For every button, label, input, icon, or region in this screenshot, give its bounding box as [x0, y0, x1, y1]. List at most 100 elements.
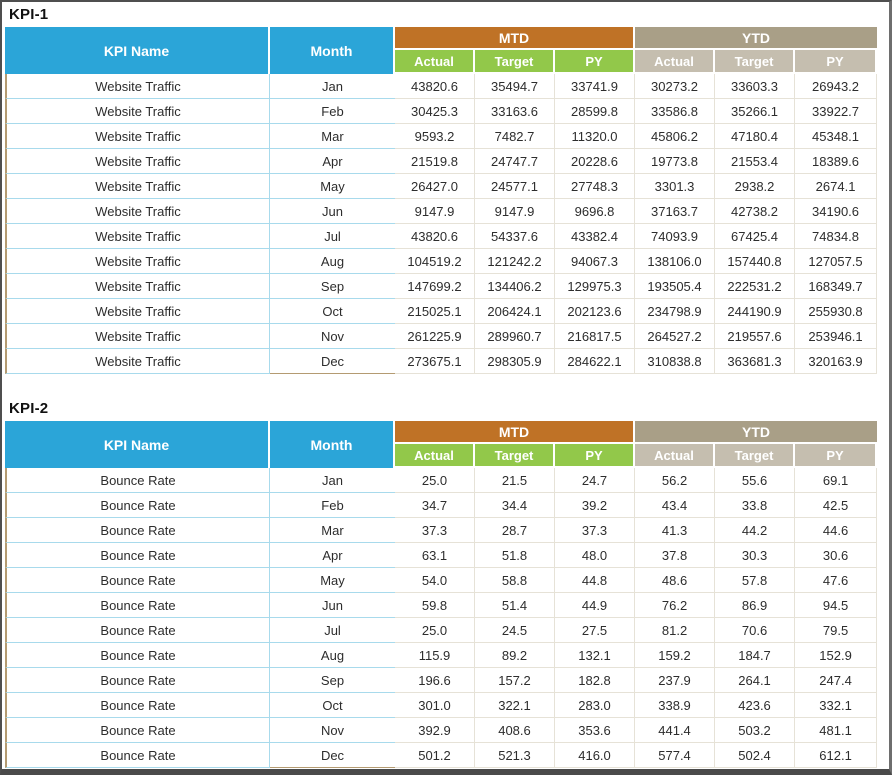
value-cell: 37.3 [555, 518, 636, 543]
value-cell: 43820.6 [395, 224, 475, 249]
kpi-name-cell: Website Traffic [5, 74, 270, 99]
value-cell: 104519.2 [395, 249, 475, 274]
table-row: Website Traffic Jan 43820.6 35494.7 33741.9 3… [5, 74, 878, 99]
value-cell: 34190.6 [795, 199, 878, 224]
table-row: Website Traffic Feb 30425.3 33163.6 28599.8 3… [5, 99, 878, 124]
kpi-name-cell: Website Traffic [5, 174, 270, 199]
month-cell: Jul [270, 224, 395, 249]
table-row: Website Traffic Mar 9593.2 7482.7 11320.0 458… [5, 124, 878, 149]
mtd-group-header: MTD [395, 421, 636, 444]
value-cell: 44.8 [555, 568, 636, 593]
ytd-group-header: YTD [635, 421, 878, 444]
value-cell: 67425.4 [715, 224, 796, 249]
value-cell: 56.2 [635, 468, 716, 493]
value-cell: 132.1 [555, 643, 636, 668]
month-cell: Aug [270, 643, 395, 668]
mtd-py-header: PY [555, 444, 636, 468]
ytd-target-header: Target [715, 50, 796, 74]
value-cell: 332.1 [795, 693, 878, 718]
mtd-target-header: Target [475, 444, 555, 468]
value-cell: 127057.5 [795, 249, 878, 274]
value-cell: 44.9 [555, 593, 636, 618]
value-cell: 45806.2 [635, 124, 716, 149]
kpi-name-cell: Bounce Rate [5, 743, 270, 768]
table-row: Website Traffic Apr 21519.8 24747.7 20228.6 1… [5, 149, 878, 174]
value-cell: 24577.1 [475, 174, 555, 199]
value-cell: 501.2 [395, 743, 475, 768]
table-row: Bounce Rate Jan 25.0 21.5 24.7 56.2 55.6 69.1 [5, 468, 878, 493]
kpi-name-cell: Bounce Rate [5, 568, 270, 593]
value-cell: 33586.8 [635, 99, 716, 124]
value-cell: 612.1 [795, 743, 878, 768]
value-cell: 134406.2 [475, 274, 555, 299]
kpi-name-cell: Bounce Rate [5, 618, 270, 643]
value-cell: 27.5 [555, 618, 636, 643]
month-cell: Jan [270, 468, 395, 493]
value-cell: 25.0 [395, 468, 475, 493]
kpi-name-cell: Bounce Rate [5, 718, 270, 743]
value-cell: 184.7 [715, 643, 796, 668]
kpi-name-cell: Bounce Rate [5, 668, 270, 693]
value-cell: 3301.3 [635, 174, 716, 199]
value-cell: 202123.6 [555, 299, 636, 324]
value-cell: 43.4 [635, 493, 716, 518]
value-cell: 30425.3 [395, 99, 475, 124]
value-cell: 59.8 [395, 593, 475, 618]
kpi-name-cell: Bounce Rate [5, 643, 270, 668]
value-cell: 74834.8 [795, 224, 878, 249]
kpi-name-cell: Website Traffic [5, 224, 270, 249]
value-cell: 441.4 [635, 718, 716, 743]
value-cell: 253946.1 [795, 324, 878, 349]
mtd-target-header: Target [475, 50, 555, 74]
table-row: Bounce Rate Aug 115.9 89.2 132.1 159.2 184.7 15… [5, 643, 878, 668]
value-cell: 86.9 [715, 593, 796, 618]
value-cell: 322.1 [475, 693, 555, 718]
month-column-header: Month [270, 421, 395, 468]
value-cell: 35266.1 [715, 99, 796, 124]
kpi-2-table: KPI Name Month MTD YTD Actual Target PY … [5, 421, 878, 768]
value-cell: 215025.1 [395, 299, 475, 324]
kpi-name-cell: Bounce Rate [5, 518, 270, 543]
kpi-name-cell: Website Traffic [5, 349, 270, 374]
value-cell: 37163.7 [635, 199, 716, 224]
table-row: Website Traffic Dec 273675.1 298305.9 284622… [5, 349, 878, 374]
kpi-1-table-body: Website Traffic Jan 43820.6 35494.7 33741.9 3… [5, 74, 878, 374]
ytd-target-header: Target [715, 444, 796, 468]
value-cell: 47.6 [795, 568, 878, 593]
month-cell: Jul [270, 618, 395, 643]
table-row: Bounce Rate Feb 34.7 34.4 39.2 43.4 33.8 42.5 [5, 493, 878, 518]
value-cell: 363681.3 [715, 349, 796, 374]
table-row: Bounce Rate Apr 63.1 51.8 48.0 37.8 30.3 30.6 [5, 543, 878, 568]
value-cell: 481.1 [795, 718, 878, 743]
value-cell: 33.8 [715, 493, 796, 518]
value-cell: 168349.7 [795, 274, 878, 299]
value-cell: 94.5 [795, 593, 878, 618]
value-cell: 320163.9 [795, 349, 878, 374]
month-cell: Mar [270, 518, 395, 543]
value-cell: 76.2 [635, 593, 716, 618]
kpi-name-column-header: KPI Name [5, 27, 270, 74]
value-cell: 9696.8 [555, 199, 636, 224]
month-cell: Sep [270, 668, 395, 693]
table-row: Website Traffic Sep 147699.2 134406.2 129975… [5, 274, 878, 299]
table-row: Website Traffic Jul 43820.6 54337.6 43382.4 7… [5, 224, 878, 249]
kpi-2-table-header: KPI Name Month MTD YTD Actual Target PY … [5, 421, 878, 468]
value-cell: 261225.9 [395, 324, 475, 349]
value-cell: 20228.6 [555, 149, 636, 174]
value-cell: 7482.7 [475, 124, 555, 149]
value-cell: 18389.6 [795, 149, 878, 174]
table-row: Bounce Rate Mar 37.3 28.7 37.3 41.3 44.2 44.6 [5, 518, 878, 543]
value-cell: 9147.9 [475, 199, 555, 224]
value-cell: 26427.0 [395, 174, 475, 199]
value-cell: 115.9 [395, 643, 475, 668]
kpi-1-table-header: KPI Name Month MTD YTD Actual Target PY … [5, 27, 878, 74]
value-cell: 502.4 [715, 743, 796, 768]
kpi-1-section: KPI-1 KPI Name Month MTD YTD Actual Targ… [2, 2, 889, 374]
value-cell: 408.6 [475, 718, 555, 743]
month-cell: Feb [270, 493, 395, 518]
table-row: Bounce Rate Dec 501.2 521.3 416.0 577.4 502.4 6… [5, 743, 878, 768]
month-cell: Oct [270, 299, 395, 324]
table-row: Bounce Rate May 54.0 58.8 44.8 48.6 57.8 47.6 [5, 568, 878, 593]
month-cell: Aug [270, 249, 395, 274]
